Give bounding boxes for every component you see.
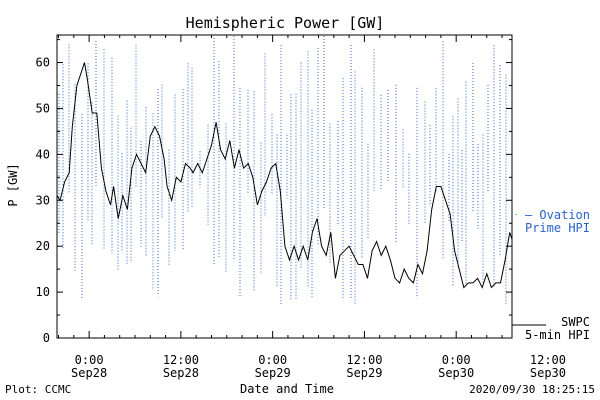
legend-ovation-label-2: Prime HPI: [525, 221, 590, 235]
plot-area: 01020304050600:00Sep2812:00Sep280:00Sep2…: [36, 34, 590, 380]
x-tick-date-label: Sep30: [530, 366, 566, 380]
x-tick-time-label: 12:00: [530, 353, 566, 367]
swpc-hpi-series-line: [57, 62, 512, 289]
x-tick-date-label: Sep29: [346, 366, 382, 380]
x-tick-time-label: 0:00: [442, 353, 471, 367]
x-tick-time-label: 0:00: [258, 353, 287, 367]
plot-timestamp: 2020/09/30 18:25:15: [469, 383, 595, 396]
x-tick-date-label: Sep28: [163, 366, 199, 380]
ovation-prime-series: [58, 35, 507, 306]
y-tick-label: 40: [36, 147, 50, 161]
y-tick-label: 30: [36, 193, 50, 207]
y-axis-title: P [GW]: [6, 163, 20, 206]
y-tick-label: 10: [36, 285, 50, 299]
x-tick-time-label: 12:00: [346, 353, 382, 367]
plot-credit: Plot: CCMC: [5, 383, 71, 396]
x-tick-date-label: Sep30: [438, 366, 474, 380]
legend-ovation-label: — Ovation: [525, 208, 590, 222]
x-tick-time-label: 12:00: [163, 353, 199, 367]
y-tick-label: 60: [36, 56, 50, 70]
legend-swpc-label: SWPC: [561, 315, 590, 329]
x-axis-title: Date and Time: [240, 382, 334, 396]
chart-title: Hemispheric Power [GW]: [186, 14, 385, 32]
x-tick-date-label: Sep29: [255, 366, 291, 380]
y-tick-label: 20: [36, 239, 50, 253]
y-tick-label: 50: [36, 101, 50, 115]
legend-swpc-label-2: 5-min HPI: [525, 328, 590, 342]
x-tick-date-label: Sep28: [71, 366, 107, 380]
y-tick-label: 0: [43, 331, 50, 345]
x-tick-time-label: 0:00: [75, 353, 104, 367]
plot-frame: [56, 34, 513, 339]
